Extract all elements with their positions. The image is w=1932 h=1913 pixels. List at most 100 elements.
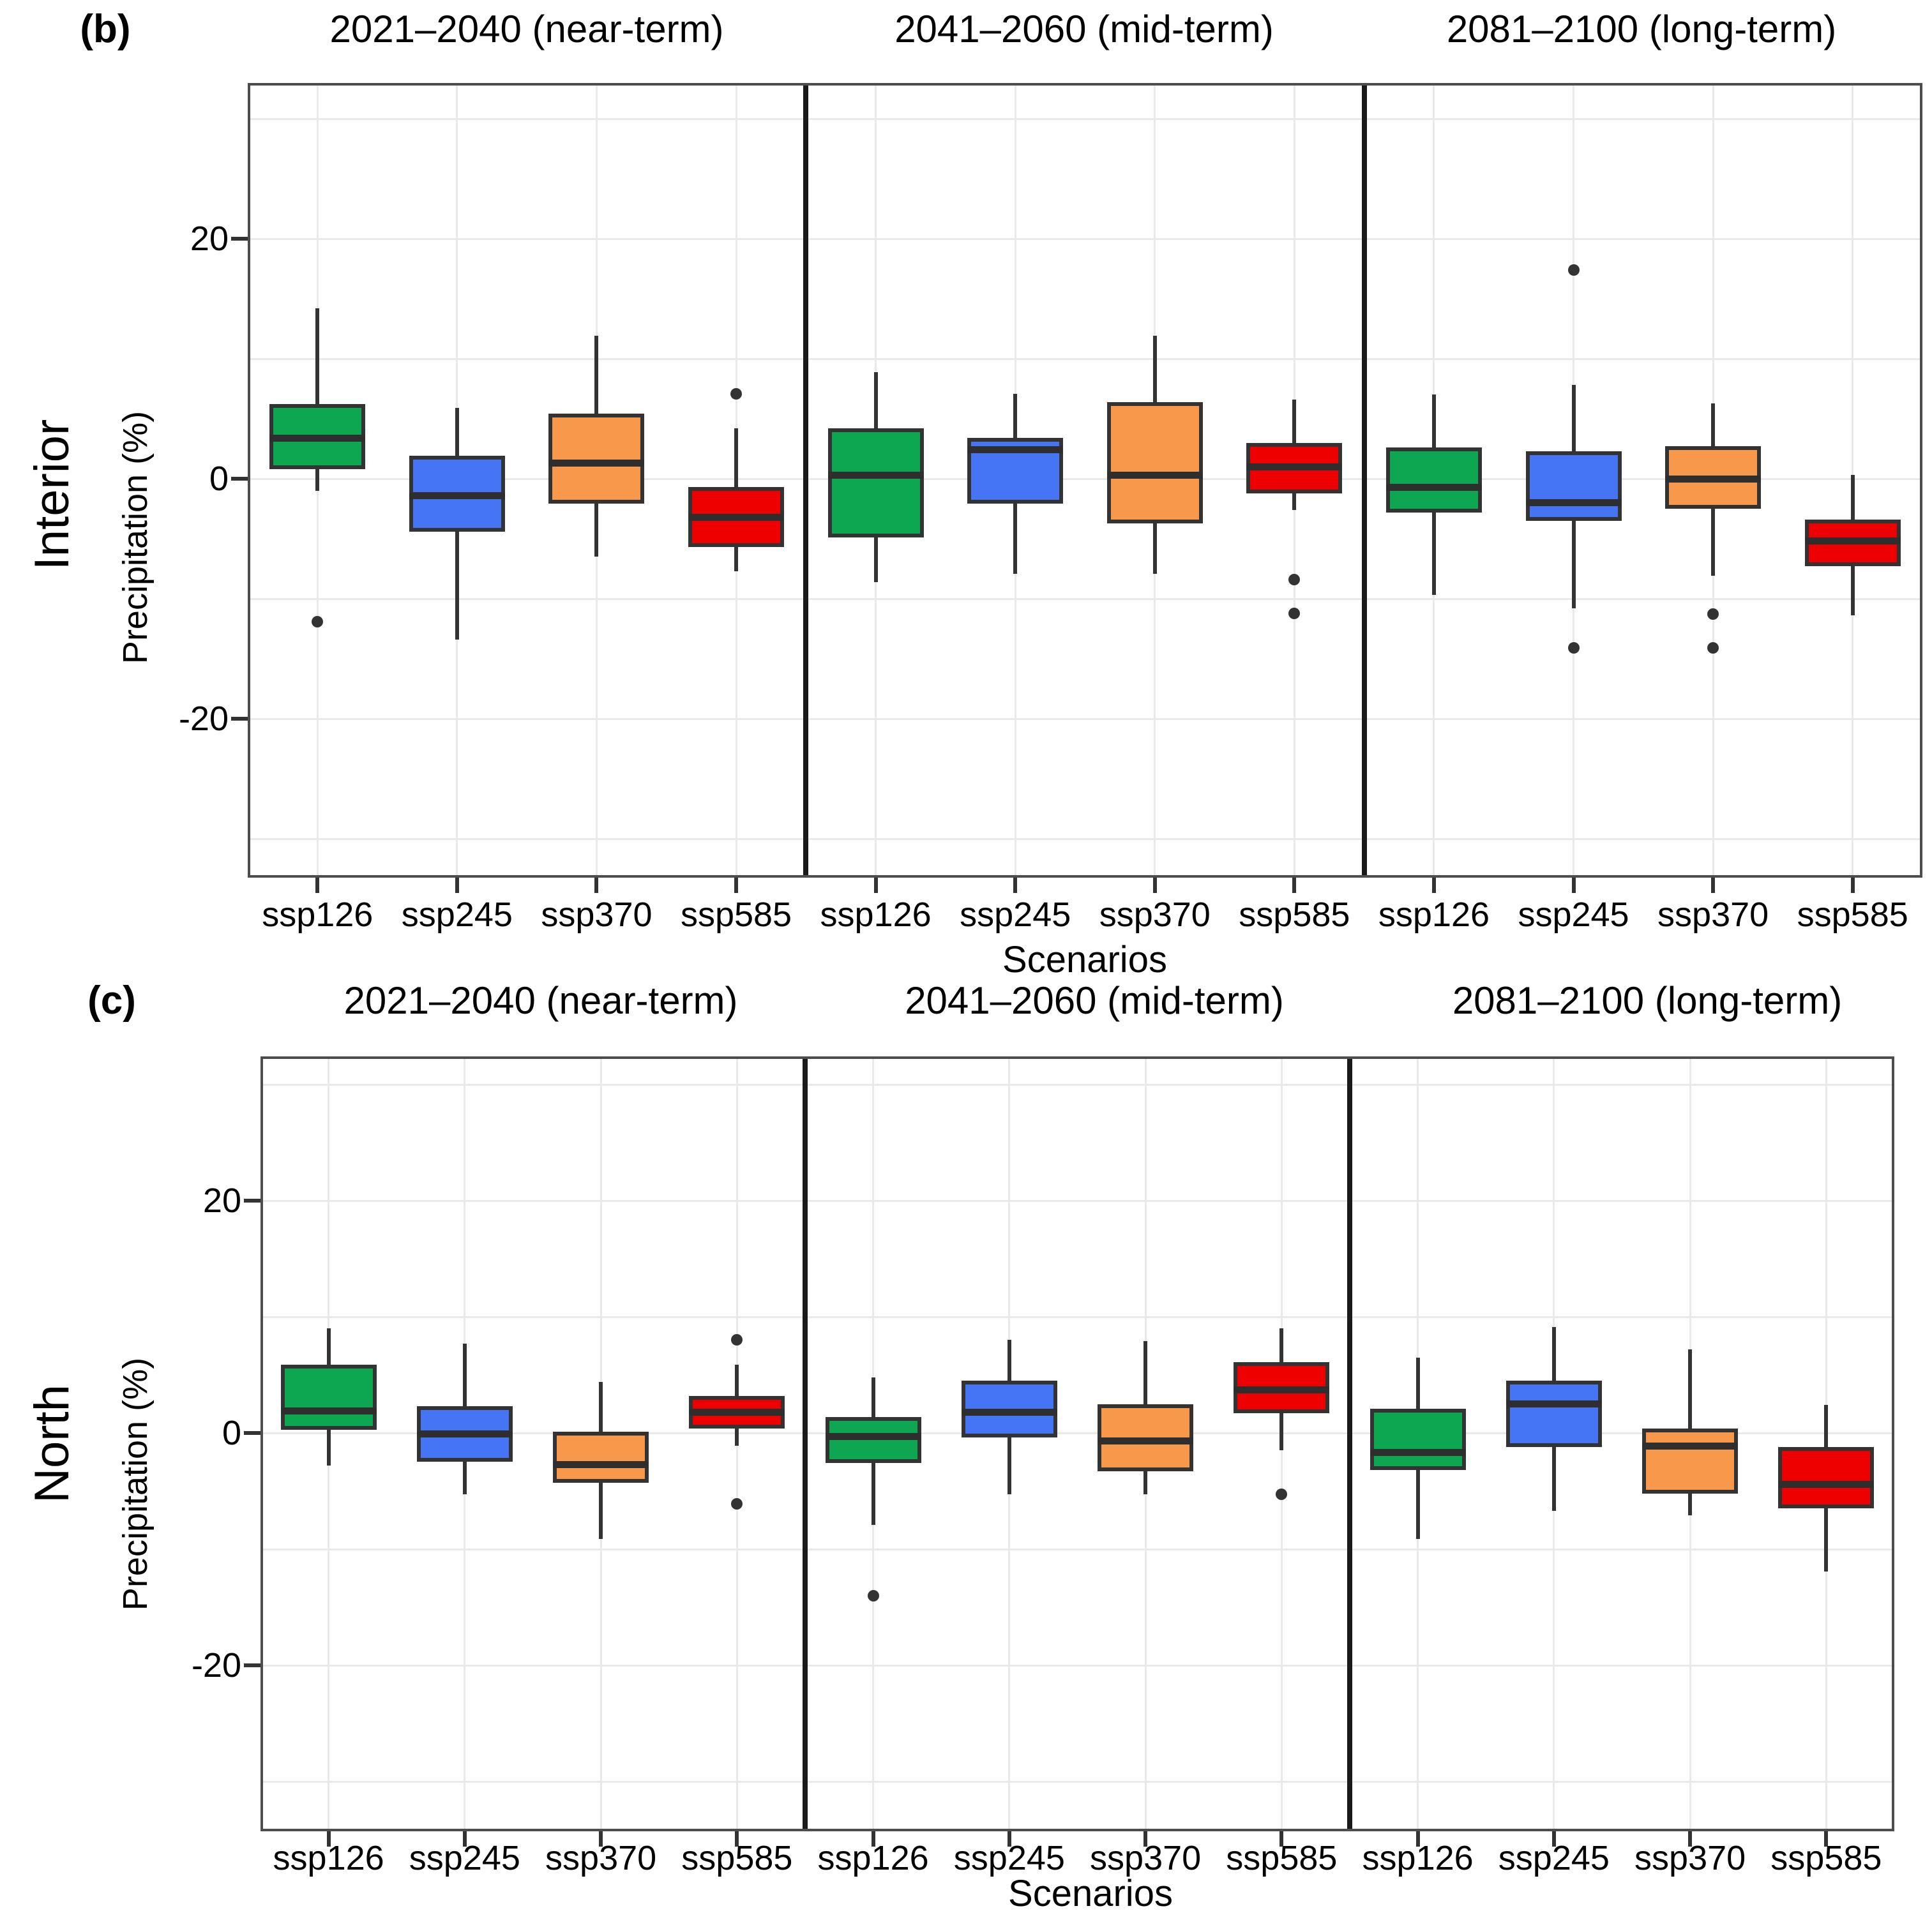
boxplot-median — [548, 460, 645, 467]
boxplot-median — [689, 1408, 785, 1416]
x-tick-mark — [734, 878, 739, 893]
gridline-horizontal — [260, 1780, 1894, 1783]
boxplot-median — [827, 471, 924, 479]
boxplot-median — [1642, 1442, 1739, 1450]
facet-separator — [1361, 83, 1367, 878]
y-tick-label-c-20: 20 — [202, 1182, 241, 1220]
gridline-horizontal — [248, 117, 1922, 120]
gridline-horizontal — [248, 357, 1922, 360]
boxplot-median — [280, 1407, 377, 1414]
boxplot-median — [967, 446, 1064, 454]
boxplot-median — [1246, 463, 1343, 470]
y-tick-label-c-neg20: -20 — [191, 1646, 241, 1684]
x-tick-label: ssp126 — [817, 1839, 929, 1877]
x-tick-mark — [315, 878, 320, 893]
x-tick-label: ssp245 — [1498, 1839, 1610, 1877]
boxplot-median — [409, 491, 505, 499]
x-tick-mark — [1551, 1831, 1556, 1847]
gridline-horizontal — [260, 1316, 1894, 1318]
gridline-horizontal — [260, 1664, 1894, 1667]
boxplot-median — [1665, 475, 1762, 483]
boxplot-outlier-point — [867, 1589, 879, 1602]
boxplot-median — [1106, 471, 1203, 479]
x-tick-label: ssp585 — [680, 896, 792, 934]
x-tick-mark — [1415, 1831, 1420, 1847]
x-tick-mark — [1688, 1831, 1693, 1847]
facet-title-b-long-term: 2081–2100 (long-term) — [1446, 8, 1837, 50]
boxplot-median — [1804, 537, 1901, 545]
boxplot-median — [416, 1430, 513, 1438]
plot-panel-border — [260, 1056, 1894, 1831]
boxplot-median — [269, 434, 366, 442]
y-tick-mark — [244, 1431, 260, 1435]
x-tick-mark — [1824, 1831, 1829, 1847]
x-tick-label: ssp585 — [681, 1839, 793, 1877]
x-tick-mark — [462, 1831, 467, 1847]
boxplot-median — [1506, 1400, 1602, 1407]
gridline-horizontal — [248, 477, 1922, 480]
x-tick-mark — [1013, 878, 1018, 893]
boxplot-median — [961, 1408, 1057, 1416]
x-tick-label: ssp245 — [401, 896, 513, 934]
x-tick-label: ssp370 — [1634, 1839, 1746, 1877]
boxplot-median — [553, 1460, 649, 1468]
boxplot-median — [688, 513, 785, 521]
boxplot-box-ssp370 — [553, 1432, 649, 1483]
boxplot-box-ssp126 — [827, 428, 924, 538]
x-tick-label: ssp245 — [953, 1839, 1065, 1877]
boxplot-median — [1098, 1437, 1194, 1445]
gridline-horizontal — [260, 1432, 1894, 1434]
panel-b-tag: (b) — [80, 7, 131, 51]
gridline-horizontal — [248, 717, 1922, 720]
y-tick-label-b-neg20: -20 — [178, 700, 229, 738]
x-tick-label: ssp126 — [820, 896, 932, 934]
x-tick-mark — [1152, 878, 1157, 893]
x-tick-label: ssp126 — [262, 896, 374, 934]
facet-title-c-mid-term: 2041–2060 (mid-term) — [905, 979, 1284, 1022]
strip-label-north: North — [25, 1384, 79, 1503]
boxplot-box-ssp245 — [1525, 451, 1622, 521]
x-axis-title-b: Scenarios — [1002, 939, 1167, 980]
boxplot-median — [1385, 483, 1482, 491]
x-tick-mark — [1711, 878, 1716, 893]
x-tick-mark — [1431, 878, 1436, 893]
x-tick-label: ssp370 — [1090, 1839, 1202, 1877]
boxplot-box-ssp370 — [1106, 401, 1203, 523]
x-tick-label: ssp585 — [1797, 896, 1908, 934]
x-tick-label: ssp370 — [1657, 896, 1769, 934]
x-tick-mark — [735, 1831, 739, 1847]
boxplot-outlier-point — [1567, 264, 1580, 276]
y-tick-mark — [244, 1663, 260, 1667]
x-tick-label: ssp585 — [1239, 896, 1350, 934]
y-tick-mark — [231, 477, 248, 481]
x-tick-label: ssp126 — [1378, 896, 1490, 934]
boxplot-box-ssp370 — [1642, 1428, 1739, 1494]
boxplot-box-ssp126 — [1370, 1408, 1466, 1471]
boxplot-box-ssp245 — [1506, 1381, 1602, 1447]
x-tick-label: ssp245 — [409, 1839, 520, 1877]
x-tick-label: ssp126 — [1362, 1839, 1474, 1877]
boxplot-box-ssp126 — [280, 1364, 377, 1430]
x-tick-mark — [326, 1831, 331, 1847]
gridline-horizontal — [248, 237, 1922, 240]
x-tick-label: ssp370 — [541, 896, 653, 934]
x-tick-label: ssp370 — [545, 1839, 657, 1877]
x-tick-mark — [873, 878, 878, 893]
gridline-horizontal — [260, 1548, 1894, 1550]
x-tick-label: ssp245 — [1518, 896, 1629, 934]
facet-title-b-near-term: 2021–2040 (near-term) — [329, 8, 724, 50]
x-tick-mark — [1850, 878, 1855, 893]
x-tick-label: ssp126 — [273, 1839, 384, 1877]
boxplot-outlier-point — [1707, 608, 1719, 620]
boxplot-box-ssp585 — [1778, 1446, 1875, 1509]
boxplot-whisker — [315, 308, 320, 491]
boxplot-outlier-point — [312, 615, 324, 627]
boxplot-median — [1525, 499, 1622, 507]
facet-title-c-long-term: 2081–2100 (long-term) — [1452, 979, 1843, 1022]
x-tick-mark — [594, 878, 599, 893]
x-tick-mark — [1279, 1831, 1284, 1847]
boxplot-outlier-point — [1276, 1489, 1288, 1501]
x-tick-mark — [1007, 1831, 1011, 1847]
